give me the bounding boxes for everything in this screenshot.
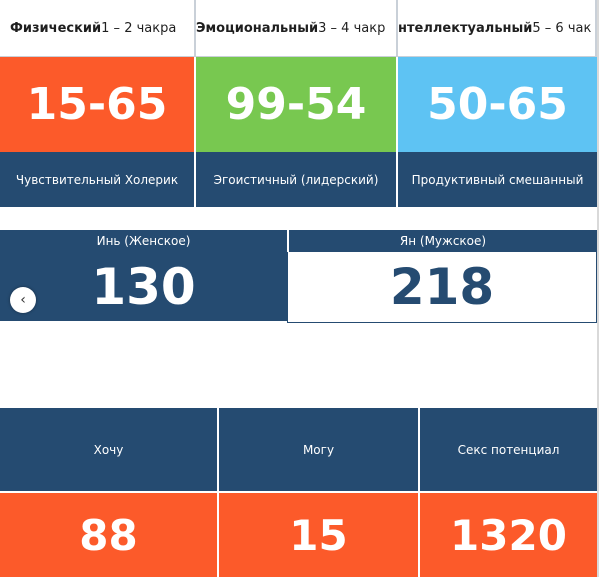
yin-label: Инь (Женское) — [0, 230, 287, 252]
chevron-left-icon: ‹ — [20, 292, 26, 308]
header-physical: Физический 1 – 2 чакра — [0, 0, 196, 57]
yin-value: 130 — [0, 252, 287, 321]
emotional-description: Эгоистичный (лидерский) — [196, 152, 398, 207]
frame-border — [597, 0, 599, 577]
physical-description: Чувствительный Холерик — [0, 152, 196, 207]
header-intellectual-rest: 5 – 6 чак — [532, 20, 592, 36]
emotional-value: 99-54 — [196, 57, 398, 152]
physical-value: 15-65 — [0, 57, 196, 152]
yang-label: Ян (Мужское) — [287, 230, 597, 252]
header-physical-rest: 1 – 2 чакра — [101, 20, 177, 36]
carousel-prev-button[interactable]: ‹ — [10, 287, 36, 313]
header-emotional-rest: 3 – 4 чакр — [318, 20, 386, 36]
sex-potential-label: Секс потенциал — [420, 408, 597, 491]
sex-potential-value: 1320 — [420, 493, 597, 577]
header-intellectual-bold: нтеллектуальный — [398, 20, 533, 36]
want-label: Хочу — [0, 408, 219, 491]
can-value: 15 — [219, 493, 420, 577]
intellectual-value: 50-65 — [398, 57, 597, 152]
header-emotional: Эмоциональный 3 – 4 чакр — [196, 0, 398, 57]
header-physical-bold: Физический — [10, 20, 102, 36]
can-label: Могу — [219, 408, 420, 491]
header-emotional-bold: Эмоциональный — [196, 20, 319, 36]
header-intellectual: нтеллектуальный 5 – 6 чак — [398, 0, 597, 57]
intellectual-description: Продуктивный смешанный — [398, 152, 597, 207]
want-value: 88 — [0, 493, 219, 577]
yang-value: 218 — [287, 252, 597, 323]
